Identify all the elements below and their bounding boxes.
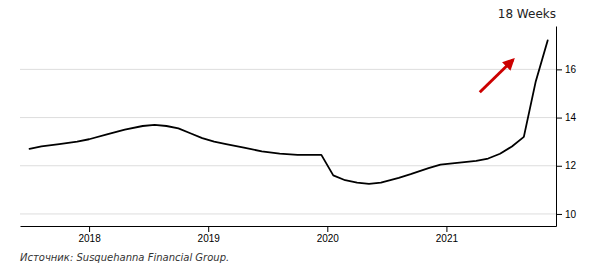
grid-line bbox=[20, 165, 556, 166]
y-axis-line bbox=[556, 27, 557, 227]
y-tick: 16 bbox=[556, 64, 577, 75]
y-tick: 10 bbox=[556, 209, 577, 220]
marks bbox=[30, 40, 548, 183]
x-tick-mark bbox=[89, 226, 90, 232]
x-tick-mark bbox=[327, 226, 328, 232]
y-tick-label: 16 bbox=[565, 64, 577, 75]
y-tick-mark bbox=[556, 69, 562, 70]
grid-line bbox=[20, 117, 556, 118]
title: 18 Weeks bbox=[498, 7, 556, 21]
chart: 2018 2019 2020 2021 10 12 14 16 18 Weeks Источник… bbox=[0, 0, 590, 266]
grid-line bbox=[20, 69, 556, 70]
x-tick-mark bbox=[208, 226, 209, 232]
y-axis: 10 12 14 16 bbox=[556, 27, 577, 227]
x-tick: 2018 bbox=[78, 226, 101, 244]
x-tick: 2019 bbox=[198, 226, 221, 244]
grid bbox=[20, 69, 556, 214]
x-tick: 2021 bbox=[436, 226, 459, 244]
x-axis: 2018 2019 2020 2021 bbox=[21, 226, 557, 244]
x-tick-mark bbox=[446, 226, 447, 232]
arrow bbox=[480, 60, 513, 93]
x-tick-label: 2018 bbox=[78, 233, 101, 244]
grid-line bbox=[20, 213, 556, 214]
y-tick-mark bbox=[556, 118, 562, 119]
y-tick-label: 10 bbox=[565, 209, 577, 220]
y-tick: 14 bbox=[556, 112, 577, 123]
y-tick-mark bbox=[556, 166, 562, 167]
x-tick-label: 2021 bbox=[436, 233, 459, 244]
y-tick-label: 12 bbox=[565, 160, 577, 171]
y-tick: 12 bbox=[556, 160, 577, 171]
plot: 2018 2019 2020 2021 10 12 14 16 bbox=[20, 27, 577, 245]
y-tick-label: 14 bbox=[565, 112, 577, 123]
line bbox=[30, 40, 548, 183]
x-axis-line bbox=[21, 226, 557, 227]
x-tick-label: 2019 bbox=[198, 233, 221, 244]
x-tick-label: 2020 bbox=[317, 233, 340, 244]
x-tick: 2020 bbox=[317, 226, 340, 244]
y-tick-mark bbox=[556, 214, 562, 215]
source: Источник: Susquehanna Financial Group. bbox=[20, 252, 229, 263]
